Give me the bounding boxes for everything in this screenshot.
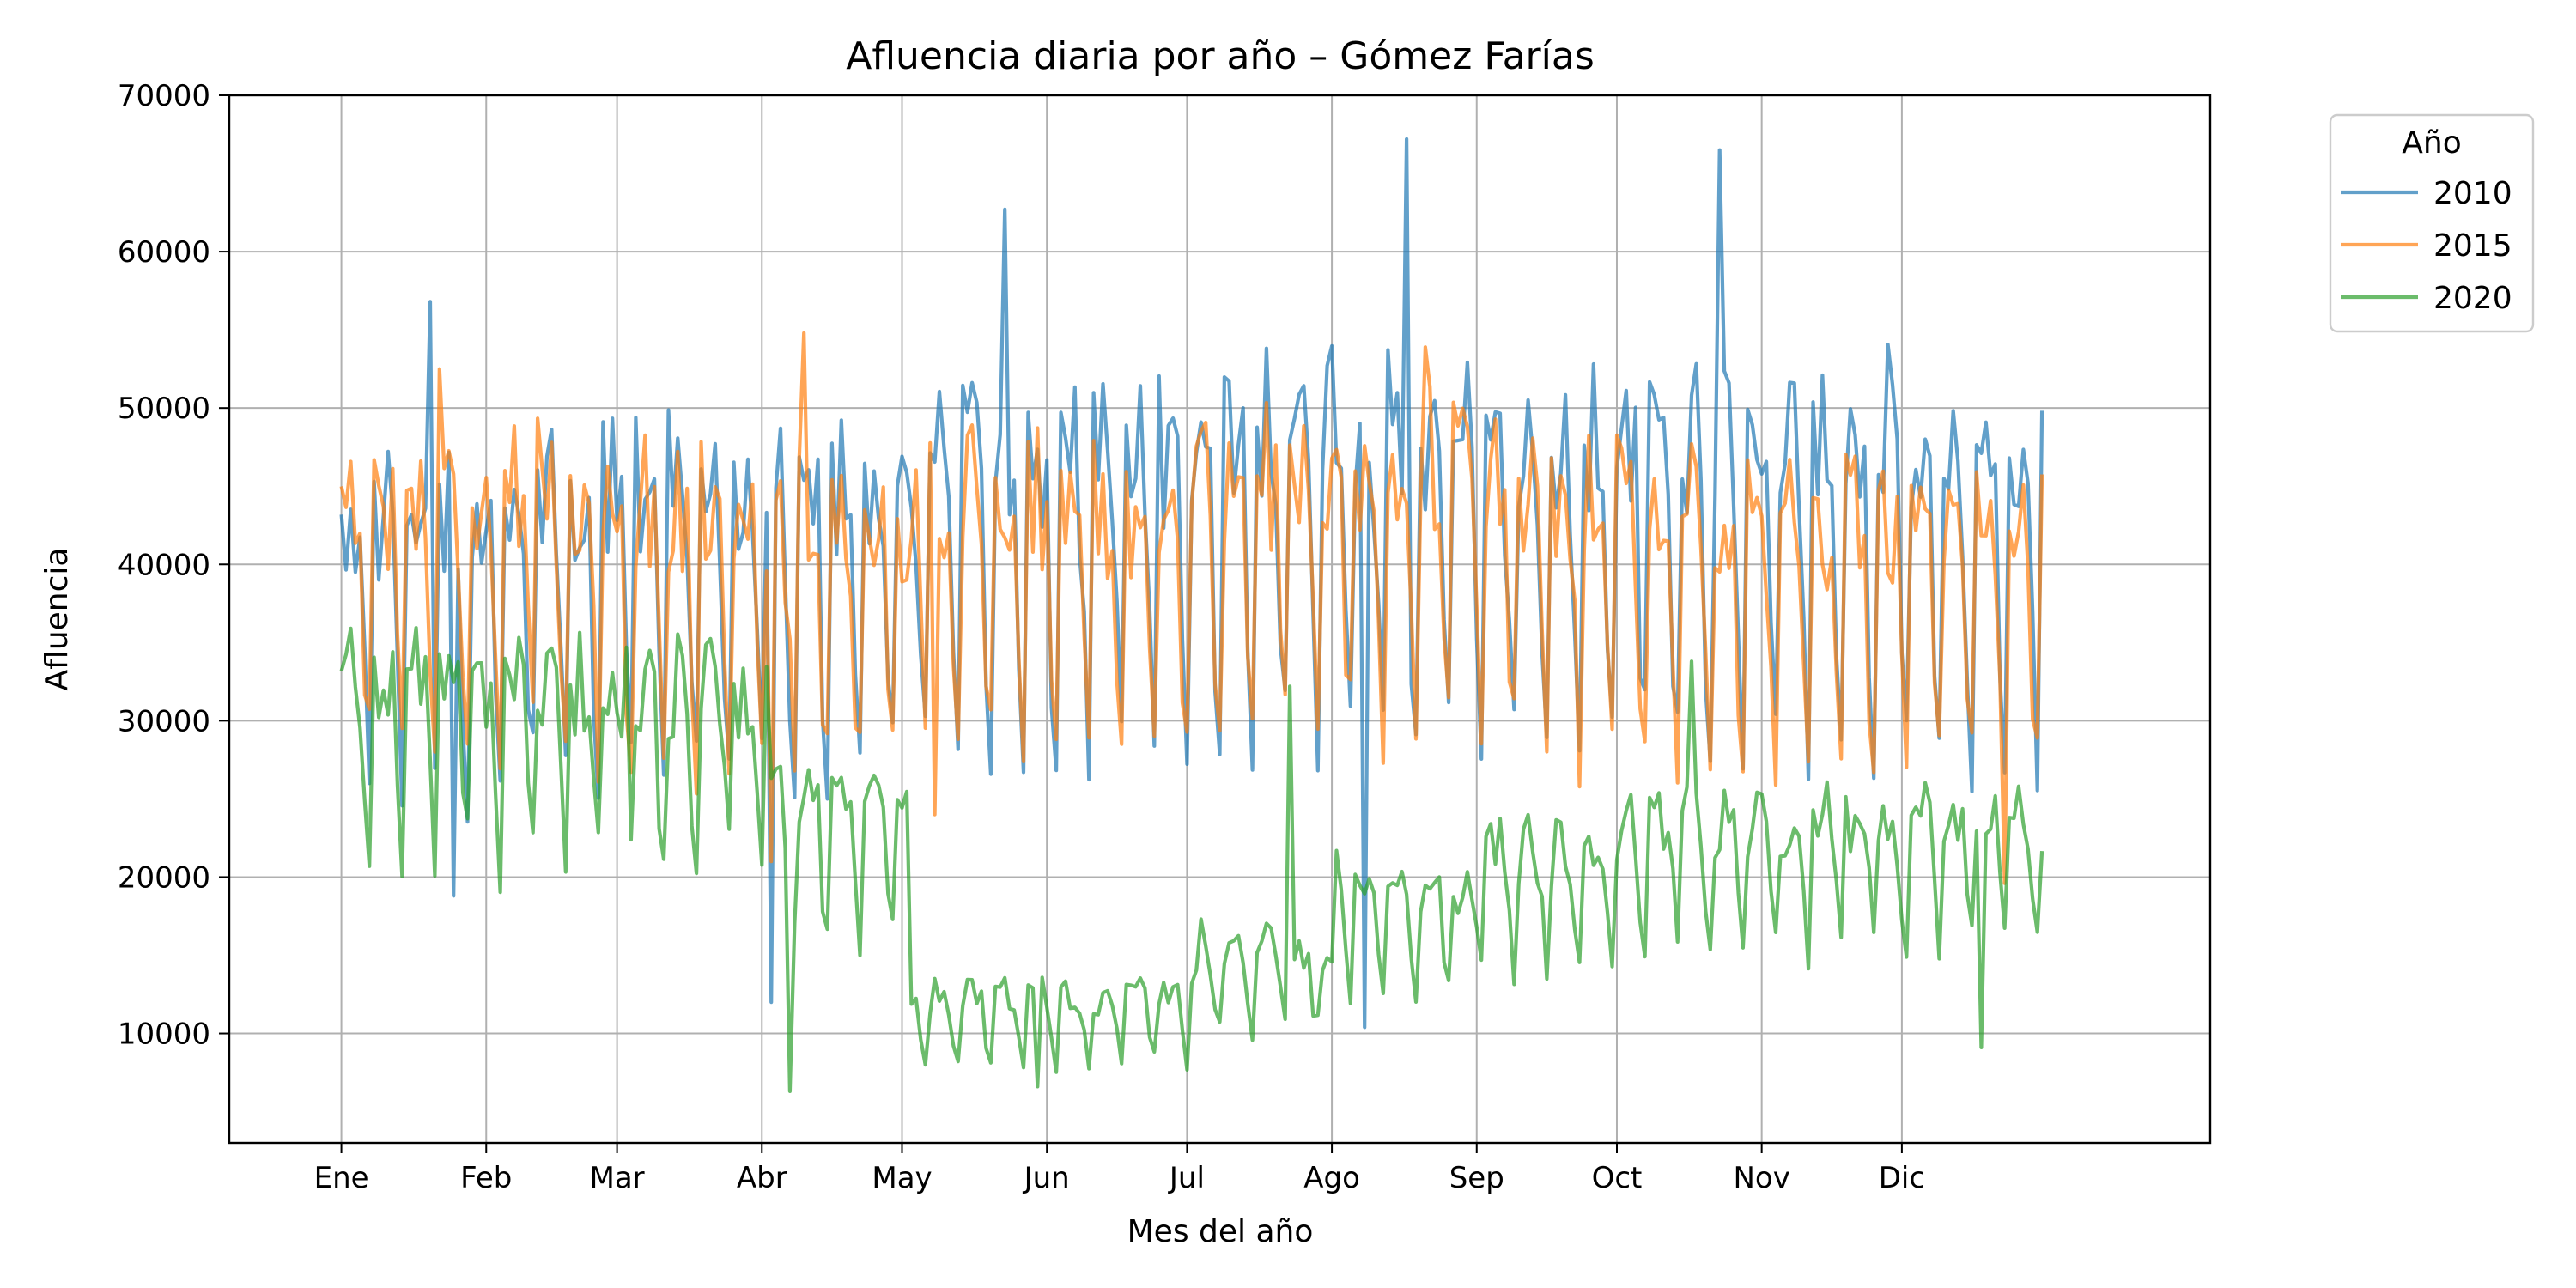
y-tick-label: 60000 xyxy=(118,235,210,270)
y-tick-label: 30000 xyxy=(118,704,210,738)
legend: Año 2010 2015 2020 xyxy=(2329,113,2535,333)
x-tick-label: Ago xyxy=(1303,1161,1360,1195)
y-tick-label: 10000 xyxy=(118,1018,210,1052)
chart-title: Afluencia diaria por año – Gómez Farías xyxy=(846,34,1595,78)
x-tick-label: Mar xyxy=(590,1161,645,1195)
plot-frame xyxy=(228,94,2212,1145)
grid xyxy=(229,94,2210,1143)
series-lines xyxy=(339,137,2044,1093)
x-tick-label: Nov xyxy=(1733,1161,1789,1195)
legend-label: 2020 xyxy=(2433,281,2512,316)
y-tick-label: 50000 xyxy=(118,392,210,426)
x-tick-label: Jul xyxy=(1168,1161,1205,1195)
y-tick-label: 40000 xyxy=(118,548,210,582)
y-tick-label: 20000 xyxy=(118,860,210,895)
x-tick-label: Ene xyxy=(314,1161,369,1195)
x-tick-label: May xyxy=(872,1161,932,1195)
legend-box xyxy=(2329,113,2535,333)
x-tick-label: Feb xyxy=(460,1161,512,1195)
series-line-2015 xyxy=(339,331,2044,885)
legend-label: 2015 xyxy=(2433,228,2512,264)
x-tick-label: Dic xyxy=(1879,1161,1925,1195)
y-tick-label: 70000 xyxy=(118,79,210,113)
series-line-2020 xyxy=(339,626,2044,1093)
x-axis-label: Mes del año xyxy=(1127,1214,1314,1249)
x-axis-ticks: Ene Feb Mar Abr May Jun Jul Ago Sep Oct Nov Dic xyxy=(314,1143,1925,1195)
y-axis-ticks: 10000 20000 30000 40000 50000 60000 70000 xyxy=(118,79,229,1052)
legend-label: 2010 xyxy=(2433,176,2512,211)
x-tick-label: Jun xyxy=(1023,1161,1070,1195)
legend-title: Año xyxy=(2402,125,2461,161)
y-axis-label: Afluencia xyxy=(39,548,75,691)
x-tick-label: Oct xyxy=(1592,1161,1643,1195)
x-tick-label: Sep xyxy=(1449,1161,1504,1195)
x-tick-label: Abr xyxy=(737,1161,787,1195)
